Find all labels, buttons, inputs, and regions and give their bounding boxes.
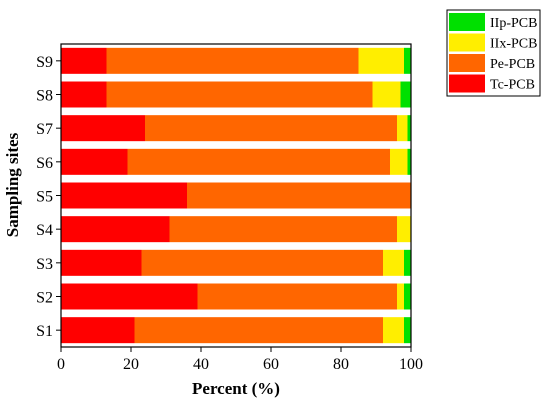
bar-s7-iix-pcb xyxy=(397,115,408,142)
bar-s5-tc-pcb xyxy=(61,182,187,209)
bar-s9-tc-pcb xyxy=(61,47,107,74)
bar-s1-pe-pcb xyxy=(134,317,383,344)
bar-s2-iix-pcb xyxy=(397,283,404,310)
bar-s3-tc-pcb xyxy=(61,249,142,276)
bar-s6-tc-pcb xyxy=(61,148,128,175)
bar-s2-pe-pcb xyxy=(197,283,397,310)
bar-s8-iix-pcb xyxy=(372,81,401,108)
legend-label-tc-pcb: Tc-PCB xyxy=(490,78,535,93)
legend-label-pe-pcb: Pe-PCB xyxy=(490,57,535,72)
bar-s6-pe-pcb xyxy=(127,148,390,175)
y-tick-label-s7: S7 xyxy=(36,121,53,138)
y-tick-label-s2: S2 xyxy=(36,290,53,307)
bar-s9-iip-pcb xyxy=(404,47,411,74)
bar-s8-iip-pcb xyxy=(400,81,411,108)
y-tick-label-s8: S8 xyxy=(36,88,53,105)
bar-s1-iip-pcb xyxy=(404,317,411,344)
bar-s4-pe-pcb xyxy=(169,216,397,243)
y-tick-label-s3: S3 xyxy=(36,256,53,273)
bar-s6-iip-pcb xyxy=(407,148,411,175)
legend-swatch-iix-pcb xyxy=(449,33,485,52)
y-tick-label-s6: S6 xyxy=(36,155,53,172)
bar-s8-tc-pcb xyxy=(61,81,107,108)
y-axis-title: Sampling sites xyxy=(3,132,22,237)
x-tick-label-40: 40 xyxy=(193,356,209,373)
bar-s3-pe-pcb xyxy=(141,249,383,276)
bar-s9-pe-pcb xyxy=(106,47,359,74)
plot-frame xyxy=(60,43,412,348)
x-tick-label-0: 0 xyxy=(57,356,65,373)
bars-group xyxy=(61,47,411,344)
bar-s7-pe-pcb xyxy=(145,115,397,142)
x-axis-title: Percent (%) xyxy=(192,379,280,398)
bar-s9-iix-pcb xyxy=(358,47,404,74)
bar-s2-iip-pcb xyxy=(404,283,411,310)
bar-s7-tc-pcb xyxy=(61,115,145,142)
x-tick-label-20: 20 xyxy=(123,356,139,373)
bar-s6-iix-pcb xyxy=(390,148,408,175)
y-tick-label-s5: S5 xyxy=(36,189,53,206)
legend-label-iix-pcb: IIx-PCB xyxy=(490,37,537,52)
legend-swatch-pe-pcb xyxy=(449,54,485,72)
bar-s3-iip-pcb xyxy=(404,249,411,276)
y-tick-label-s1: S1 xyxy=(36,323,53,340)
legend-swatch-iip-pcb xyxy=(449,13,485,31)
bar-s3-iix-pcb xyxy=(383,249,404,276)
bar-s5-pe-pcb xyxy=(187,182,411,209)
y-tick-label-s9: S9 xyxy=(36,54,53,71)
y-tick-label-s4: S4 xyxy=(36,222,53,239)
axes-group: S1 S2 S3 S4 S5 S6 S7 S8 S9 0 20 40 60 80 100 xyxy=(36,43,423,373)
x-tick-label-100: 100 xyxy=(399,356,423,373)
legend-swatch-tc-pcb xyxy=(449,74,485,93)
bar-s4-iix-pcb xyxy=(397,216,411,243)
legend: IIp-PCB IIx-PCB Pe-PCB Tc-PCB xyxy=(446,9,541,97)
bar-s1-iix-pcb xyxy=(383,317,404,344)
bar-s8-pe-pcb xyxy=(106,81,373,108)
bar-s4-tc-pcb xyxy=(61,216,170,243)
bar-s2-tc-pcb xyxy=(61,283,198,310)
legend-label-iip-pcb: IIp-PCB xyxy=(490,16,537,31)
x-tick-label-80: 80 xyxy=(333,356,349,373)
x-tick-label-60: 60 xyxy=(263,356,279,373)
bar-s7-iip-pcb xyxy=(407,115,411,142)
bar-s1-tc-pcb xyxy=(61,317,135,344)
